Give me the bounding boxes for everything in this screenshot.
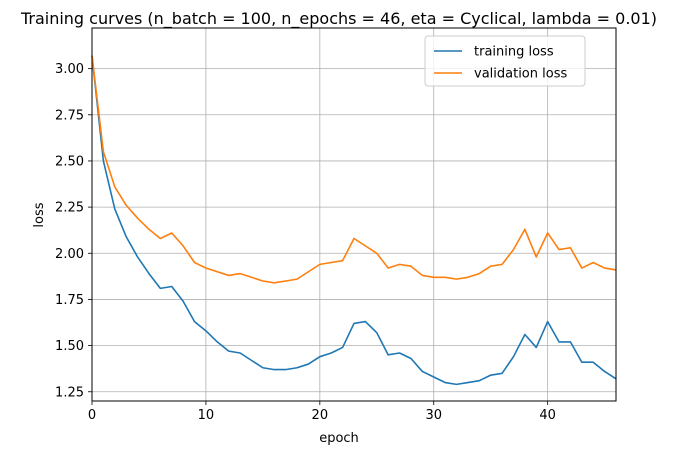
chart-title: Training curves (n_batch = 100, n_epochs… bbox=[20, 9, 657, 29]
y-tick-label: 2.25 bbox=[55, 201, 84, 216]
x-tick-label: 40 bbox=[539, 408, 556, 423]
y-tick-label: 2.75 bbox=[55, 108, 84, 123]
x-axis-label: epoch bbox=[319, 431, 359, 446]
x-axis: 0 10 20 30 40 bbox=[88, 401, 556, 423]
series-lines bbox=[91, 55, 617, 386]
legend: training loss validation loss bbox=[424, 35, 586, 87]
legend-label: validation loss bbox=[474, 67, 567, 82]
x-tick-label: 10 bbox=[198, 408, 215, 423]
y-tick-label: 3.00 bbox=[55, 62, 84, 77]
plot-frame bbox=[91, 27, 617, 402]
legend-box bbox=[424, 35, 586, 87]
series-line-training-loss bbox=[91, 55, 617, 386]
series-line-validation-loss bbox=[91, 55, 617, 284]
y-tick-label: 2.50 bbox=[55, 154, 84, 169]
legend-label: training loss bbox=[474, 45, 554, 60]
y-tick-label: 1.50 bbox=[55, 339, 84, 354]
x-tick-label: 30 bbox=[425, 408, 442, 423]
y-tick-label: 2.00 bbox=[55, 247, 84, 262]
y-axis-label: loss bbox=[32, 202, 47, 227]
y-tick-label: 1.25 bbox=[55, 385, 84, 400]
x-tick-label: 20 bbox=[312, 408, 329, 423]
y-axis: 1.25 1.50 1.75 2.00 2.25 2.50 2.75 3.00 bbox=[55, 62, 92, 400]
x-tick-label: 0 bbox=[88, 408, 96, 423]
y-tick-label: 1.75 bbox=[55, 293, 84, 308]
